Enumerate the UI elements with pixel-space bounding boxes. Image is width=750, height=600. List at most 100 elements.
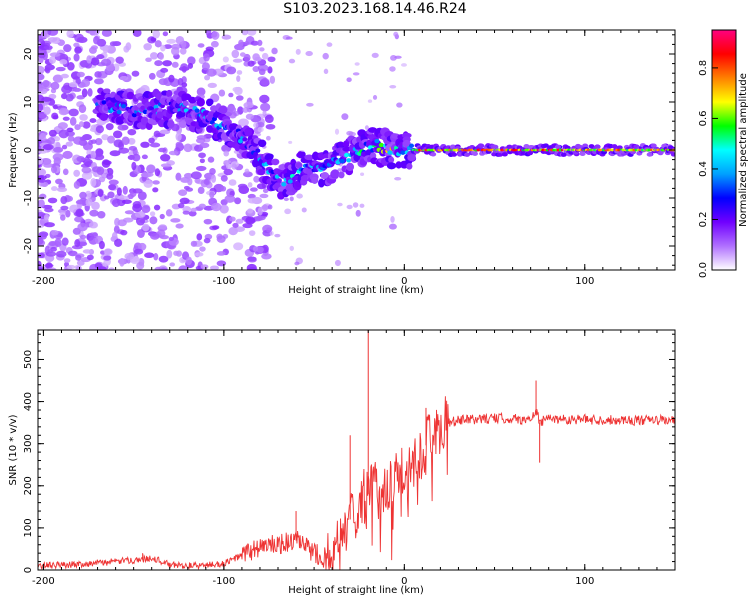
- spectrogram-noise-cell: [106, 172, 114, 180]
- spectrogram-noise-cell: [152, 30, 161, 39]
- spectrogram-noise-cell: [103, 255, 112, 261]
- spectrogram-ridge-halo: [304, 154, 314, 161]
- spectrogram-ridge-halo: [646, 152, 653, 157]
- spectrogram-noise-cell: [45, 45, 53, 50]
- spectrogram-noise-cell: [210, 174, 217, 183]
- spectrogram-ridge-halo: [176, 96, 183, 105]
- spectrogram-noise-cell: [396, 102, 403, 108]
- spectrogram-ridge-cell: [344, 152, 350, 158]
- spectrogram-noise-cell: [210, 202, 222, 212]
- spectrogram-ridge-cell: [409, 143, 415, 148]
- spectrogram-noise-cell: [401, 63, 407, 67]
- spectrogram-noise-cell: [150, 36, 157, 42]
- spectrogram-noise-cell: [96, 151, 103, 158]
- spectrogram-noise-cell: [97, 211, 106, 219]
- spectrogram-noise-cell: [222, 56, 229, 63]
- spectrogram-noise-cell: [244, 168, 250, 174]
- spectrogram-ridge-halo: [430, 152, 437, 157]
- spectrogram-noise-cell: [79, 61, 90, 66]
- spectrogram-noise-cell: [224, 194, 236, 203]
- spectrogram-noise-cell: [43, 163, 54, 168]
- spectrogram-noise-cell: [175, 223, 184, 229]
- spectrogram-noise-cell: [141, 154, 148, 160]
- spectrogram-noise-cell: [79, 234, 87, 240]
- spectrogram-noise-cell: [122, 185, 128, 195]
- spectrogram-noise-cell: [41, 32, 47, 39]
- spectrogram-noise-cell: [38, 178, 46, 183]
- spectrogram-noise-cell: [40, 181, 49, 188]
- spectrogram-noise-cell: [63, 258, 71, 263]
- spectrogram-noise-cell: [144, 252, 155, 259]
- spectrogram-noise-cell: [116, 187, 122, 196]
- spectrogram-noise-cell: [74, 46, 82, 54]
- spectrogram-noise-cell: [247, 257, 257, 263]
- spectrogram-ridge-cell: [136, 111, 142, 117]
- spectrogram-noise-cell: [47, 267, 57, 270]
- spectrogram-noise-cell: [166, 38, 176, 44]
- spectrogram-y-tick-label: 10: [23, 96, 34, 109]
- spectrogram-ridge-halo: [464, 152, 471, 157]
- spectrogram-noise-cell: [219, 204, 229, 214]
- spectrogram-noise-cell: [352, 72, 360, 76]
- spectrogram-noise-cell: [73, 181, 81, 189]
- spectrogram-ridge-halo: [650, 143, 657, 148]
- spectrogram-ridge-cell: [287, 179, 293, 184]
- spectrogram-noise-cell: [256, 246, 264, 253]
- spectrogram-noise-cell: [90, 57, 100, 66]
- spectrogram-cells: [38, 30, 675, 270]
- snr-y-tick-label: 500: [23, 350, 34, 369]
- spectrogram-noise-cell: [288, 140, 293, 144]
- spectrogram-noise-cell: [111, 232, 118, 241]
- spectrogram-noise-cell: [261, 52, 269, 60]
- spectrogram-noise-cell: [51, 186, 58, 192]
- spectrogram-noise-cell: [196, 87, 206, 96]
- spectrogram-noise-cell: [206, 68, 217, 77]
- spectrogram-noise-cell: [60, 196, 68, 205]
- spectrogram-noise-cell: [44, 207, 54, 213]
- spectrogram-noise-cell: [61, 144, 68, 150]
- spectrogram-y-tick-label: -10: [23, 190, 34, 206]
- spectrogram-noise-cell: [69, 116, 77, 126]
- spectrogram-noise-cell: [243, 53, 251, 62]
- spectrogram-noise-cell: [135, 216, 146, 226]
- spectrogram-noise-cell: [108, 267, 115, 270]
- spectrogram-noise-cell: [81, 78, 91, 88]
- spectrogram-noise-cell: [228, 216, 236, 222]
- spectrogram-ridge-cell: [346, 158, 352, 163]
- spectrogram-noise-cell: [154, 60, 163, 67]
- spectrogram-noise-cell: [55, 178, 63, 185]
- spectrogram-noise-cell: [103, 248, 113, 256]
- spectrogram-noise-cell: [148, 137, 155, 144]
- colorbar-tick-label: 0.2: [698, 212, 709, 228]
- spectrogram-noise-cell: [52, 115, 59, 120]
- spectrogram-noise-cell: [159, 213, 165, 220]
- spectrogram-noise-cell: [107, 191, 115, 199]
- spectrogram-noise-cell: [221, 34, 232, 40]
- spectrogram-noise-cell: [185, 256, 193, 266]
- spectrogram-noise-cell: [243, 101, 254, 109]
- spectrogram-noise-cell: [260, 78, 270, 86]
- spectrogram-noise-cell: [108, 184, 117, 191]
- spectrogram-noise-cell: [218, 89, 226, 97]
- spectrogram-noise-cell: [181, 65, 187, 73]
- spectrogram-noise-cell: [346, 204, 353, 210]
- spectrogram-noise-cell: [248, 230, 256, 236]
- spectrogram-noise-cell: [175, 132, 182, 142]
- spectrogram-noise-cell: [234, 226, 246, 232]
- snr-y-tick-label: 100: [23, 518, 34, 537]
- spectrogram-noise-cell: [178, 265, 188, 270]
- spectrogram-noise-cell: [306, 102, 314, 107]
- spectrogram-noise-cell: [154, 168, 161, 177]
- spectrogram-noise-cell: [44, 66, 51, 74]
- spectrogram-ridge-halo: [167, 120, 175, 129]
- spectrogram-noise-cell: [190, 207, 197, 213]
- spectrogram-ridge-halo: [126, 91, 135, 100]
- spectrogram-noise-cell: [288, 58, 296, 64]
- spectrogram-noise-cell: [389, 84, 397, 89]
- spectrogram-noise-cell: [149, 211, 156, 217]
- spectrogram-ridge-halo: [271, 158, 280, 166]
- spectrogram-noise-cell: [52, 104, 58, 110]
- spectrogram-noise-cell: [188, 210, 197, 217]
- spectrogram-noise-cell: [262, 188, 269, 194]
